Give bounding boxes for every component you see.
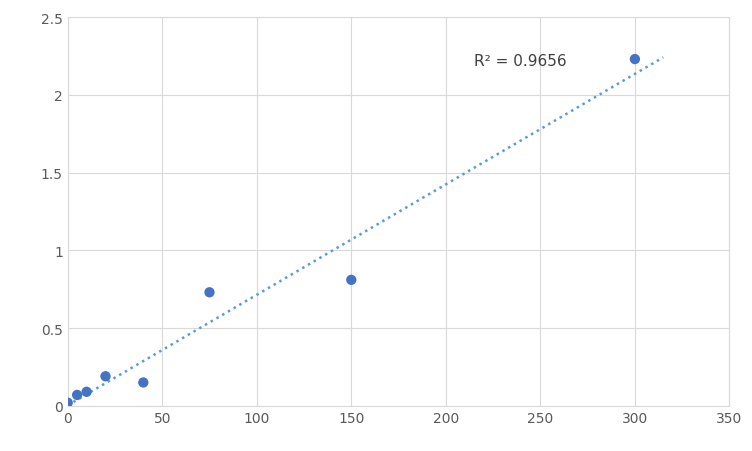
Point <box>99 373 111 380</box>
Point <box>62 399 74 406</box>
Point <box>204 289 216 296</box>
Point <box>71 391 83 399</box>
Point <box>80 388 92 396</box>
Point <box>345 276 357 284</box>
Text: R² = 0.9656: R² = 0.9656 <box>475 54 567 69</box>
Point <box>629 56 641 64</box>
Point <box>138 379 150 386</box>
